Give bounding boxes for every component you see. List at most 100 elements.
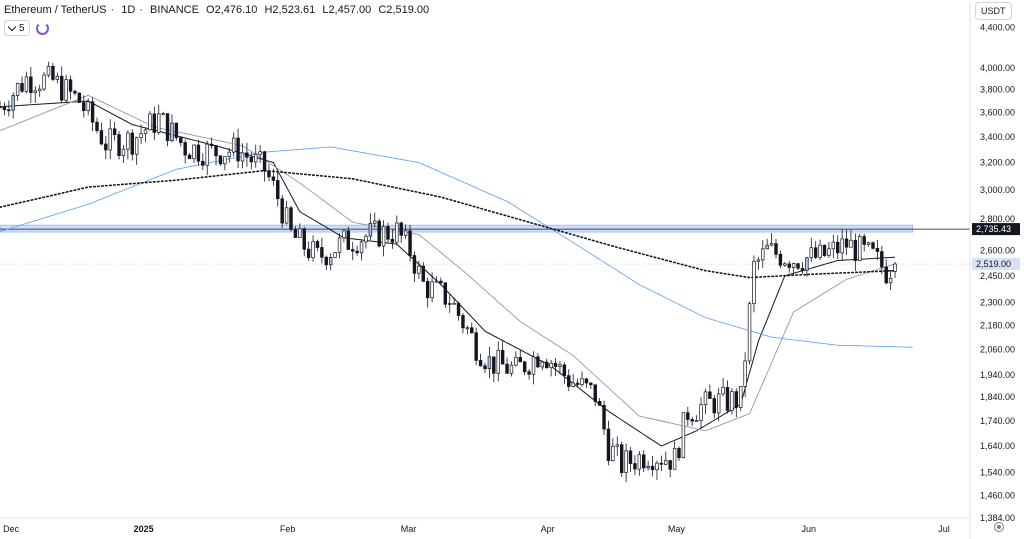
- gear-icon[interactable]: [994, 522, 1004, 532]
- candle[interactable]: [20, 76, 24, 93]
- candle[interactable]: [875, 239, 880, 261]
- candle[interactable]: [796, 262, 800, 270]
- candle[interactable]: [703, 388, 708, 415]
- candle[interactable]: [293, 226, 298, 238]
- candle[interactable]: [478, 353, 483, 367]
- candle[interactable]: [60, 66, 64, 103]
- candle[interactable]: [716, 387, 721, 422]
- candle[interactable]: [179, 136, 183, 147]
- candle[interactable]: [306, 241, 311, 261]
- candle[interactable]: [694, 415, 699, 422]
- candle[interactable]: [893, 261, 897, 278]
- candle[interactable]: [642, 450, 646, 472]
- candle[interactable]: [866, 241, 871, 247]
- candle[interactable]: [2, 102, 7, 116]
- candle[interactable]: [165, 113, 170, 147]
- candle[interactable]: [240, 143, 245, 169]
- candle[interactable]: [86, 98, 90, 116]
- candle[interactable]: [284, 200, 289, 225]
- candle[interactable]: [90, 97, 95, 132]
- candle[interactable]: [470, 322, 474, 334]
- candle[interactable]: [417, 260, 421, 279]
- candle[interactable]: [553, 357, 558, 377]
- candle[interactable]: [611, 438, 615, 462]
- candle[interactable]: [721, 378, 725, 397]
- candle[interactable]: [514, 351, 518, 367]
- candle[interactable]: [633, 455, 637, 476]
- candle[interactable]: [187, 153, 192, 160]
- candle[interactable]: [853, 233, 858, 272]
- candle[interactable]: [739, 386, 743, 411]
- candle[interactable]: [567, 369, 571, 392]
- ma-line-4[interactable]: [0, 169, 896, 279]
- candle[interactable]: [205, 140, 209, 176]
- candle[interactable]: [231, 132, 236, 157]
- candle[interactable]: [412, 251, 417, 283]
- candle[interactable]: [527, 369, 531, 380]
- candle[interactable]: [536, 353, 540, 368]
- candle[interactable]: [51, 62, 55, 82]
- candle[interactable]: [24, 71, 29, 94]
- candle[interactable]: [298, 223, 302, 238]
- candle[interactable]: [575, 378, 580, 387]
- candle[interactable]: [368, 213, 373, 241]
- candle[interactable]: [267, 164, 271, 182]
- candle[interactable]: [708, 384, 712, 399]
- candle[interactable]: [302, 226, 306, 257]
- candle[interactable]: [0, 100, 2, 109]
- candle[interactable]: [209, 137, 214, 149]
- candle[interactable]: [342, 229, 346, 243]
- candle[interactable]: [15, 82, 20, 101]
- candle[interactable]: [461, 312, 465, 334]
- candle[interactable]: [483, 362, 487, 374]
- candle[interactable]: [399, 221, 403, 243]
- candle[interactable]: [456, 301, 461, 321]
- candle[interactable]: [448, 293, 452, 313]
- candle[interactable]: [7, 100, 11, 117]
- candle[interactable]: [844, 229, 849, 255]
- candle[interactable]: [500, 340, 505, 365]
- candle[interactable]: [271, 168, 276, 186]
- candle[interactable]: [761, 240, 765, 268]
- candle[interactable]: [584, 377, 589, 388]
- candle[interactable]: [82, 95, 86, 118]
- candle[interactable]: [545, 358, 549, 369]
- candle[interactable]: [862, 233, 866, 252]
- candle[interactable]: [589, 382, 593, 389]
- candle[interactable]: [800, 262, 805, 274]
- candle[interactable]: [774, 238, 778, 259]
- candle[interactable]: [364, 233, 368, 249]
- candle[interactable]: [249, 152, 254, 170]
- candle[interactable]: [161, 111, 165, 115]
- candle[interactable]: [430, 272, 434, 303]
- candle[interactable]: [836, 235, 840, 259]
- candle[interactable]: [148, 111, 152, 131]
- candle[interactable]: [196, 139, 201, 166]
- candle[interactable]: [730, 387, 734, 415]
- candle[interactable]: [276, 171, 280, 207]
- candle[interactable]: [752, 255, 756, 313]
- candle[interactable]: [170, 114, 174, 143]
- candle[interactable]: [849, 230, 853, 248]
- candle[interactable]: [712, 395, 716, 419]
- candle[interactable]: [813, 241, 818, 259]
- candle[interactable]: [505, 357, 509, 374]
- candle[interactable]: [390, 229, 395, 249]
- candle[interactable]: [655, 460, 659, 480]
- candle[interactable]: [134, 136, 139, 165]
- candle[interactable]: [29, 67, 33, 104]
- candle[interactable]: [465, 325, 470, 335]
- candle[interactable]: [421, 262, 425, 283]
- candle[interactable]: [765, 238, 769, 250]
- candle[interactable]: [104, 135, 108, 160]
- candle[interactable]: [606, 420, 611, 466]
- candle[interactable]: [822, 244, 827, 257]
- candle[interactable]: [77, 92, 82, 103]
- candle[interactable]: [192, 144, 196, 164]
- candle[interactable]: [152, 106, 157, 140]
- candle[interactable]: [254, 144, 258, 168]
- candle[interactable]: [492, 356, 496, 383]
- candle[interactable]: [593, 384, 597, 407]
- candle[interactable]: [280, 194, 284, 229]
